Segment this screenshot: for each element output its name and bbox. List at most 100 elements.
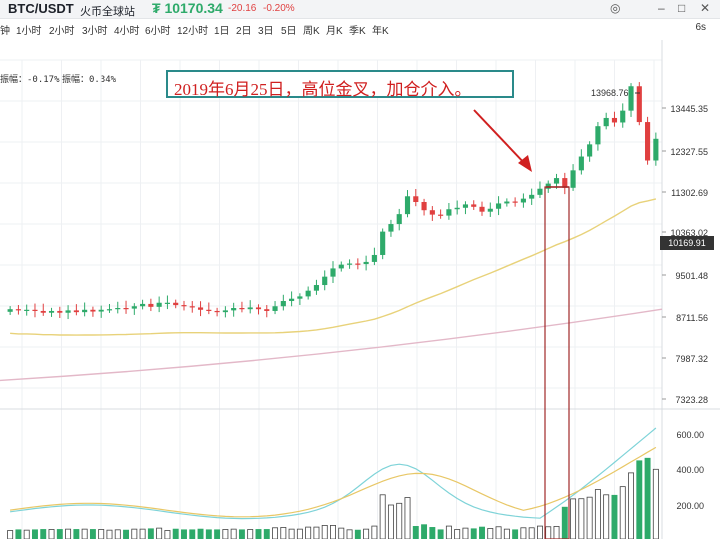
- candle: [164, 302, 170, 304]
- volume-bar: [272, 527, 279, 539]
- volume-bar: [371, 525, 378, 539]
- candle: [346, 263, 353, 265]
- candle: [90, 309, 96, 312]
- volume-bar: [528, 527, 535, 539]
- candle: [305, 290, 311, 297]
- candle: [413, 196, 419, 202]
- amplitude-b: 振幅：0.34%: [62, 75, 117, 85]
- volume-bar: [313, 526, 320, 539]
- candle: [355, 263, 361, 265]
- interval-6h[interactable]: 6小时: [145, 26, 171, 37]
- interval-1h[interactable]: 1小时: [16, 26, 42, 37]
- candle: [115, 308, 121, 310]
- search-icon[interactable]: ◎: [610, 1, 621, 15]
- volume-bar: [404, 497, 411, 539]
- candle: [330, 268, 336, 277]
- volume-bar: [222, 529, 229, 539]
- close-icon[interactable]: ✕: [700, 1, 711, 15]
- candle: [189, 306, 195, 308]
- volume-bar: [520, 527, 527, 539]
- candle: [222, 310, 228, 313]
- price-change: -20.16: [228, 3, 257, 14]
- interval-3h[interactable]: 3小时: [82, 26, 108, 37]
- interval-3d[interactable]: 3日: [258, 26, 274, 37]
- candle: [380, 231, 386, 255]
- interval-week[interactable]: 周K: [303, 26, 320, 37]
- minimize-icon[interactable]: –: [658, 1, 665, 15]
- price-change-pct: -0.20%: [263, 3, 295, 14]
- candle: [396, 214, 402, 225]
- price-tick: 7323.28: [675, 395, 708, 405]
- volume-bar: [164, 530, 171, 539]
- candle: [239, 308, 245, 310]
- candle: [438, 214, 444, 216]
- candle: [140, 303, 146, 307]
- candle: [156, 302, 162, 307]
- price-tick: 7987.32: [675, 354, 708, 364]
- interval-quarter[interactable]: 季K: [349, 26, 366, 37]
- price-tick: 10363.02: [670, 228, 708, 238]
- volume-bar: [570, 498, 577, 539]
- candle: [7, 309, 13, 312]
- candle: [65, 310, 71, 313]
- volume-tick: 400.00: [676, 465, 704, 475]
- volume-bar: [305, 526, 312, 539]
- candle: [297, 296, 303, 299]
- volume-ma-line-fast: [10, 427, 657, 520]
- annotation-box: 2019年6月25日，高位金叉，加仓介入。: [166, 70, 514, 99]
- exchange-label: 火币全球站: [80, 6, 135, 18]
- candle: [313, 285, 320, 291]
- candle: [15, 309, 21, 311]
- candle: [264, 309, 270, 311]
- volume-bar: [644, 457, 651, 539]
- interval-year[interactable]: 年K: [372, 26, 389, 37]
- candle: [429, 210, 435, 215]
- volume-bar: [123, 529, 130, 539]
- volume-bar: [586, 496, 593, 539]
- candle: [73, 310, 79, 313]
- interval-2d[interactable]: 2日: [236, 26, 252, 37]
- volume-bar: [106, 529, 113, 539]
- volume-bar: [636, 460, 643, 539]
- interval-5d[interactable]: 5日: [281, 26, 297, 37]
- volume-bar: [296, 528, 303, 539]
- candle: [57, 310, 63, 313]
- volume-bar: [619, 486, 626, 539]
- volume-bar: [503, 528, 510, 539]
- volume-bar: [611, 494, 618, 539]
- maximize-icon[interactable]: □: [678, 1, 686, 15]
- volume-bar: [263, 529, 270, 539]
- price-tick: 13445.35: [670, 104, 708, 114]
- volume-bar: [445, 525, 452, 539]
- candle: [272, 306, 278, 311]
- candle: [131, 306, 137, 309]
- interval-4h[interactable]: 4小时: [114, 26, 140, 37]
- last-price: ₮ 10170.34: [152, 0, 223, 16]
- volume-bar: [437, 529, 444, 539]
- candle: [48, 310, 55, 313]
- volume-bar: [114, 529, 121, 539]
- volume-bar: [470, 528, 477, 539]
- refresh-interval[interactable]: 6s: [695, 22, 706, 33]
- candle: [363, 261, 369, 265]
- volume-bar: [247, 529, 254, 539]
- volume-bar: [346, 529, 353, 539]
- candle: [595, 126, 601, 145]
- interval-1d[interactable]: 1日: [214, 26, 230, 37]
- candle: [446, 209, 452, 216]
- interval-12h[interactable]: 12小时: [177, 26, 209, 37]
- amplitude-a: 振幅：-0.17%: [0, 75, 60, 85]
- interval-minute[interactable]: 钟: [0, 26, 10, 37]
- ma-line-long: [0, 308, 663, 382]
- volume-bar: [139, 528, 146, 539]
- price-tick: 8711.56: [676, 313, 708, 323]
- volume-bar: [545, 526, 552, 539]
- interval-month[interactable]: 月K: [326, 26, 343, 37]
- candle: [628, 86, 634, 111]
- volume-bar: [429, 527, 436, 539]
- volume-bar: [98, 529, 105, 539]
- symbol-label[interactable]: BTC/USDT: [8, 1, 74, 16]
- interval-2h[interactable]: 2小时: [49, 26, 75, 37]
- volume-bar: [288, 528, 295, 539]
